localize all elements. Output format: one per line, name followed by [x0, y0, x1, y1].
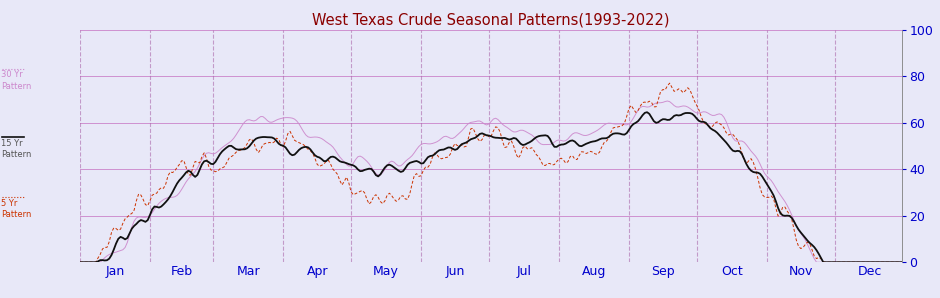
Text: 15 Yr
Pattern: 15 Yr Pattern — [1, 139, 31, 159]
Title: West Texas Crude Seasonal Patterns(1993-2022): West Texas Crude Seasonal Patterns(1993-… — [312, 12, 670, 27]
Text: 30 Yr
Pattern: 30 Yr Pattern — [1, 70, 31, 91]
Text: 5 Yr
Pattern: 5 Yr Pattern — [1, 198, 31, 219]
